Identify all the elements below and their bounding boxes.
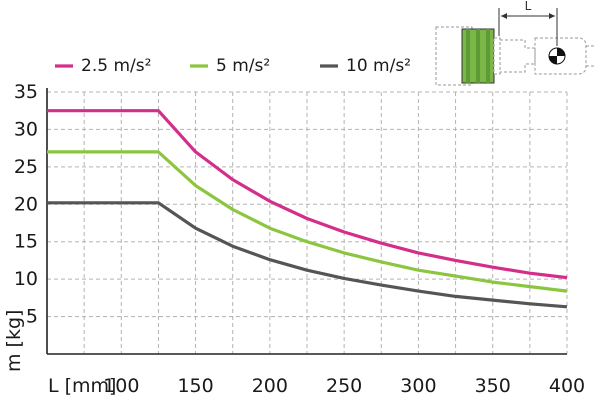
x-tick-label: 400 [549,375,585,397]
x-tick-label: 350 [475,375,511,397]
series-lines [47,109,568,309]
grid [47,91,568,354]
series-line-2 [47,150,568,293]
y-tick-label: 5 [26,306,38,328]
x-axis-label: L [mm] [48,375,116,397]
x-tick-label: 100 [103,375,139,397]
y-tick-label: 35 [14,81,38,103]
y-tick-label: 15 [14,231,38,253]
gripper-shaft [493,37,501,75]
legend-label: 5 m/s² [216,56,270,76]
gripper-rib [466,29,470,83]
axes [46,88,567,355]
series-line-1 [47,109,568,280]
x-tick-label: 300 [400,375,436,397]
y-tick-label: 20 [14,193,38,215]
y-tick-label: 30 [14,118,38,140]
gripper-rib [476,29,480,83]
series-line-3 [47,201,568,309]
dimension-label: L [525,0,532,13]
gripper-rib [486,29,490,83]
legend-label: 2.5 m/s² [81,56,151,76]
x-tick-label: 200 [252,375,288,397]
legend: 2.5 m/s² 5 m/s² 10 m/s² [55,56,411,76]
x-tick-label: 250 [326,375,362,397]
gripper-diagram-icon: L [435,0,596,86]
x-tick-label: 150 [177,375,213,397]
legend-label: 10 m/s² [346,56,411,76]
x-tick-labels: 100 150 200 250 300 350 400 [103,375,585,397]
y-tick-label: 25 [14,156,38,178]
gripper-jaws [500,39,536,73]
y-tick-labels: 5 10 15 20 25 30 35 [14,81,38,328]
y-tick-label: 10 [14,268,38,290]
y-axis-label: m [kg] [3,310,25,372]
